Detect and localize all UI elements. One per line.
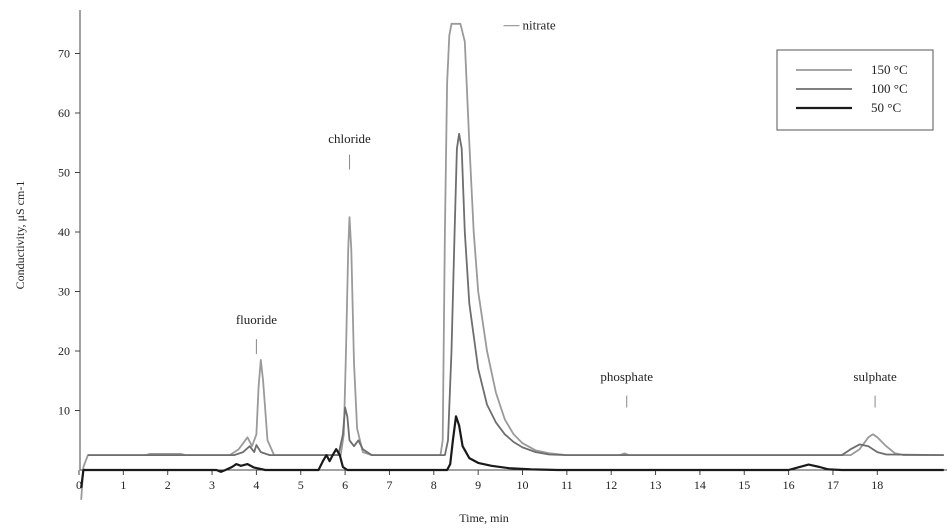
x-tick-label: 2 — [165, 478, 171, 492]
legend: 150 °C 100 °C 50 °C — [776, 49, 934, 131]
y-axis-title: Conductivity, μS cm-1 — [13, 181, 27, 290]
annotation-label: chloride — [328, 131, 371, 146]
legend-label: 50 °C — [871, 100, 901, 115]
x-tick-label: 12 — [605, 478, 617, 492]
y-tick-label: 60 — [58, 106, 70, 120]
annotation-label: nitrate — [523, 18, 556, 33]
series-line — [87, 132, 944, 456]
x-tick-label: 5 — [298, 478, 304, 492]
annotation-label: phosphate — [600, 369, 653, 384]
x-tick-label: 0 — [76, 478, 82, 492]
y-tick-label: 40 — [58, 225, 70, 239]
x-tick-label: 3 — [209, 478, 215, 492]
y-tick-label: 30 — [58, 285, 70, 299]
x-tick-label: 16 — [783, 478, 795, 492]
series-line — [80, 415, 944, 489]
x-tick-label: 11 — [561, 478, 573, 492]
legend-label: 150 °C — [871, 62, 908, 77]
x-tick-label: 17 — [827, 478, 839, 492]
series-lines — [80, 22, 944, 500]
x-axis-title: Time, min — [459, 511, 509, 525]
x-tick-label: 8 — [431, 478, 437, 492]
annotation-label: sulphate — [853, 369, 897, 384]
legend-label: 100 °C — [871, 81, 908, 96]
annotation-label: fluoride — [236, 312, 277, 327]
y-tick-label: 20 — [58, 344, 70, 358]
x-tick-label: 1 — [120, 478, 126, 492]
x-tick-label: 4 — [253, 478, 259, 492]
legend-box — [776, 49, 934, 131]
y-tick-label: 10 — [58, 404, 70, 418]
x-tick-label: 13 — [650, 478, 662, 492]
x-tick-label: 14 — [694, 478, 706, 492]
x-tick-label: 6 — [342, 478, 348, 492]
x-tick-label: 10 — [517, 478, 529, 492]
y-tick-label: 70 — [58, 47, 70, 61]
x-tick-label: 15 — [738, 478, 750, 492]
y-tick-label: 50 — [58, 166, 70, 180]
peak-annotations: fluoride chloride phosphate sulphate nitrate — [236, 18, 897, 408]
x-tick-label: 7 — [386, 478, 392, 492]
x-tick-label: 9 — [475, 478, 481, 492]
x-tick-label: 18 — [871, 478, 883, 492]
